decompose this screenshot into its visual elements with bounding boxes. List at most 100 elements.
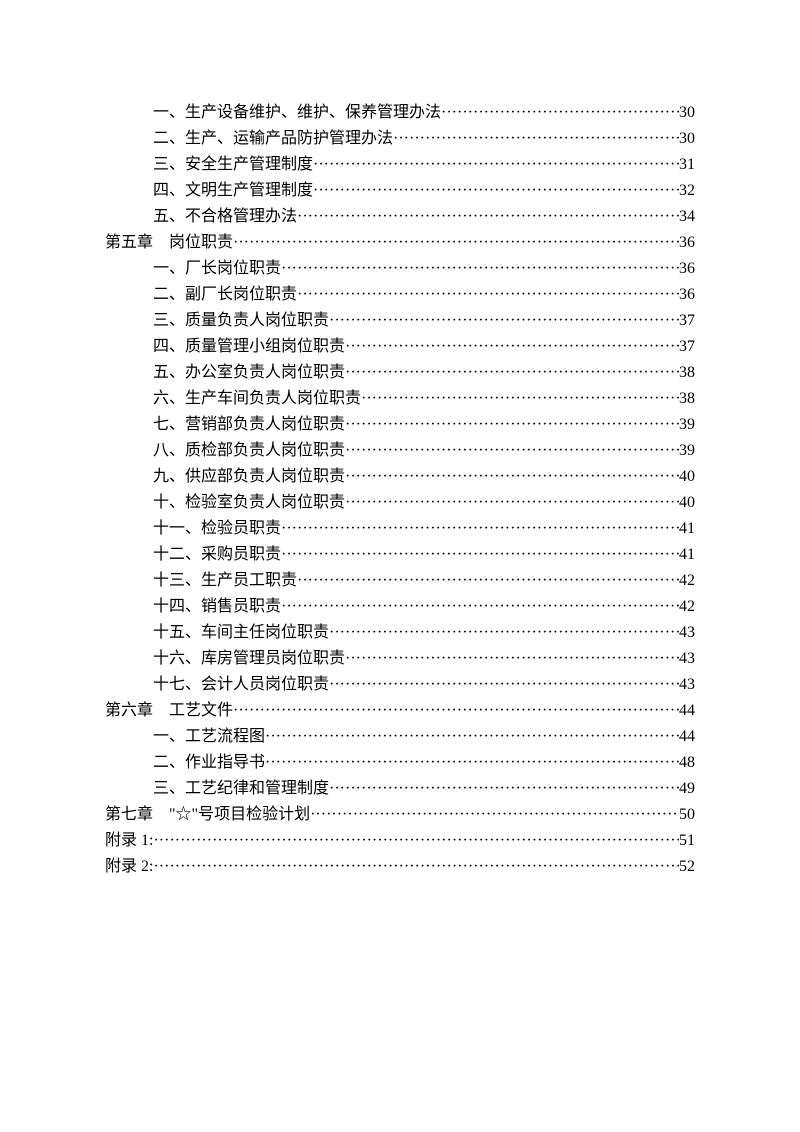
toc-page-number: 36: [679, 256, 695, 282]
toc-label: 二、副厂长岗位职责: [153, 282, 297, 308]
toc-entry: 十二、采购员职责 41: [105, 542, 695, 568]
toc-page-number: 49: [679, 776, 695, 802]
toc-page-number: 41: [679, 542, 695, 568]
toc-entry: 第六章 工艺文件44: [105, 698, 695, 724]
toc-label: 五、不合格管理办法: [153, 204, 297, 230]
toc-label: 九、供应部负责人岗位职责: [153, 464, 345, 490]
toc-entry: 附录 1: 51: [105, 828, 695, 854]
toc-leader-dots: [345, 360, 679, 386]
toc-leader-dots: [361, 386, 679, 412]
toc-entry: 二、副厂长岗位职责 36: [105, 282, 695, 308]
table-of-contents: 一、生产设备维护、维护、保养管理办法30二、生产、运输产品防护管理办法30三、安…: [105, 100, 695, 880]
toc-leader-dots: [310, 802, 679, 828]
toc-page-number: 40: [679, 464, 695, 490]
toc-page-number: 51: [679, 828, 695, 854]
toc-entry: 五、办公室负责人岗位职责 38: [105, 360, 695, 386]
toc-page-number: 36: [679, 230, 695, 256]
toc-label: 十一、检验员职责: [153, 516, 281, 542]
toc-label: 三、安全生产管理制度: [153, 152, 313, 178]
toc-entry: 二、生产、运输产品防护管理办法 30: [105, 126, 695, 152]
toc-leader-dots: [281, 594, 679, 620]
toc-label: 二、生产、运输产品防护管理办法: [153, 126, 393, 152]
toc-page-number: 39: [679, 412, 695, 438]
toc-leader-dots: [441, 100, 679, 126]
toc-label: 一、工艺流程图: [153, 724, 265, 750]
toc-leader-dots: [297, 282, 679, 308]
toc-leader-dots: [329, 620, 679, 646]
toc-page-number: 44: [679, 724, 695, 750]
toc-entry: 五、不合格管理办法 34: [105, 204, 695, 230]
toc-page-number: 36: [679, 282, 695, 308]
toc-page-number: 38: [679, 360, 695, 386]
toc-entry: 十六、库房管理员岗位职责 43: [105, 646, 695, 672]
toc-leader-dots: [329, 672, 679, 698]
toc-leader-dots: [233, 230, 679, 256]
toc-entry: 二、作业指导书 48: [105, 750, 695, 776]
toc-leader-dots: [153, 854, 679, 880]
toc-entry: 九、供应部负责人岗位职责 40: [105, 464, 695, 490]
toc-label: 十三、生产员工职责: [153, 568, 297, 594]
toc-label: 十五、车间主任岗位职责: [153, 620, 329, 646]
toc-page-number: 43: [679, 672, 695, 698]
toc-entry: 十一、检验员职责 41: [105, 516, 695, 542]
toc-label: 二、作业指导书: [153, 750, 265, 776]
toc-entry: 十五、车间主任岗位职责 43: [105, 620, 695, 646]
toc-label: 一、厂长岗位职责: [153, 256, 281, 282]
toc-leader-dots: [281, 542, 679, 568]
toc-label: 四、质量管理小组岗位职责: [153, 334, 345, 360]
toc-page-number: 30: [679, 100, 695, 126]
toc-page-number: 32: [679, 178, 695, 204]
toc-label: 十二、采购员职责: [153, 542, 281, 568]
toc-label: 附录 1:: [105, 828, 153, 854]
toc-label: 十六、库房管理员岗位职责: [153, 646, 345, 672]
toc-page-number: 34: [679, 204, 695, 230]
toc-label: 六、生产车间负责人岗位职责: [153, 386, 361, 412]
toc-page-number: 41: [679, 516, 695, 542]
toc-leader-dots: [345, 464, 679, 490]
toc-entry: 三、安全生产管理制度 31: [105, 152, 695, 178]
toc-page-number: 43: [679, 646, 695, 672]
toc-entry: 四、质量管理小组岗位职责37: [105, 334, 695, 360]
toc-label: 五、办公室负责人岗位职责: [153, 360, 345, 386]
toc-entry: 附录 2: 52: [105, 854, 695, 880]
toc-leader-dots: [313, 178, 679, 204]
toc-entry: 八、质检部负责人岗位职责 39: [105, 438, 695, 464]
toc-leader-dots: [265, 750, 679, 776]
toc-leader-dots: [345, 334, 679, 360]
toc-entry: 一、工艺流程图 44: [105, 724, 695, 750]
toc-label: 附录 2:: [105, 854, 153, 880]
toc-leader-dots: [233, 698, 679, 724]
toc-page-number: 48: [679, 750, 695, 776]
toc-page-number: 43: [679, 620, 695, 646]
toc-page-number: 52: [679, 854, 695, 880]
toc-leader-dots: [313, 152, 679, 178]
toc-page-number: 50: [679, 802, 695, 828]
toc-page-number: 31: [679, 152, 695, 178]
toc-entry: 三、质量负责人岗位职责 37: [105, 308, 695, 334]
toc-page-number: 37: [679, 308, 695, 334]
toc-leader-dots: [297, 204, 679, 230]
toc-entry: 第五章 岗位职责36: [105, 230, 695, 256]
toc-page-number: 44: [679, 698, 695, 724]
toc-label: 四、文明生产管理制度: [153, 178, 313, 204]
toc-page-number: 42: [679, 568, 695, 594]
toc-label: 三、工艺纪律和管理制度: [153, 776, 329, 802]
toc-label: 十七、会计人员岗位职责: [153, 672, 329, 698]
toc-label: 八、质检部负责人岗位职责: [153, 438, 345, 464]
toc-entry: 第七章 "☆"号项目检验计划 50: [105, 802, 695, 828]
toc-entry: 四、文明生产管理制度 32: [105, 178, 695, 204]
toc-label: 三、质量负责人岗位职责: [153, 308, 329, 334]
toc-label: 第七章 "☆"号项目检验计划: [105, 802, 310, 828]
toc-entry: 一、生产设备维护、维护、保养管理办法30: [105, 100, 695, 126]
toc-page-number: 39: [679, 438, 695, 464]
toc-leader-dots: [345, 412, 679, 438]
toc-entry: 一、厂长岗位职责 36: [105, 256, 695, 282]
toc-label: 十四、销售员职责: [153, 594, 281, 620]
toc-leader-dots: [345, 490, 679, 516]
toc-page-number: 38: [679, 386, 695, 412]
toc-entry: 十三、生产员工职责 42: [105, 568, 695, 594]
toc-leader-dots: [345, 438, 679, 464]
toc-page-number: 30: [679, 126, 695, 152]
toc-entry: 七、营销部负责人岗位职责39: [105, 412, 695, 438]
toc-leader-dots: [329, 776, 679, 802]
